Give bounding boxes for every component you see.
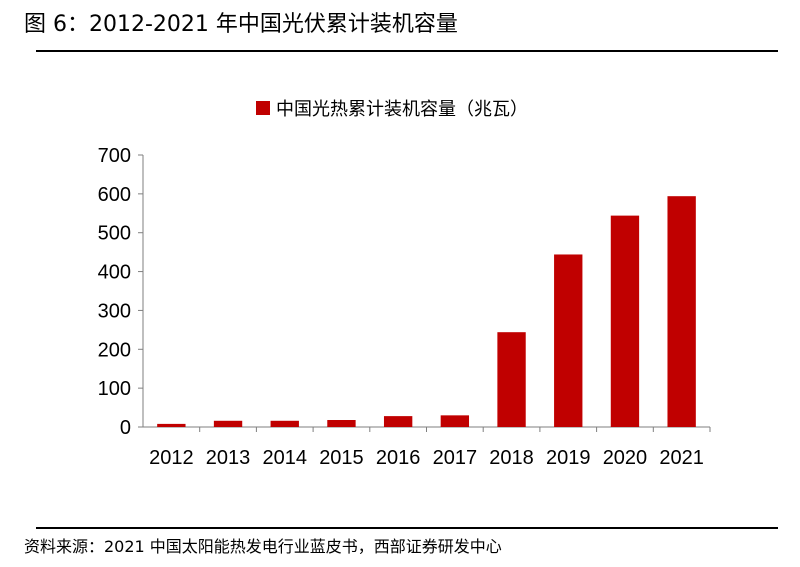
legend: 中国光热累计装机容量（兆瓦） — [256, 99, 528, 120]
bar-2018 — [497, 332, 526, 427]
x-tick-label: 2015 — [319, 447, 364, 469]
x-tick-label: 2020 — [603, 447, 648, 469]
bottom-rule — [36, 527, 778, 529]
bar-2015 — [327, 420, 356, 427]
bar-2014 — [270, 420, 299, 427]
legend-swatch — [256, 101, 270, 115]
y-axis: 0 100 200 300 400 500 600 700 — [98, 145, 144, 439]
x-tick-label: 2016 — [376, 447, 421, 469]
x-tick-label: 2013 — [206, 447, 251, 469]
x-tick-label: 2014 — [263, 447, 308, 469]
bar-2020 — [610, 215, 640, 427]
top-rule — [36, 50, 778, 52]
y-tick-label: 600 — [98, 184, 131, 206]
bar-2013 — [213, 420, 243, 427]
y-tick-label: 0 — [120, 417, 131, 439]
bar-2019 — [554, 254, 583, 427]
bar-2017 — [440, 415, 470, 427]
y-tick-label: 700 — [98, 145, 131, 167]
bar-series — [157, 196, 696, 427]
bar-2021 — [667, 196, 696, 427]
x-axis: 2012 2013 2014 2015 2016 2017 2018 2019 2020 2021 — [143, 426, 711, 469]
y-tick-label: 500 — [98, 223, 131, 245]
x-tick-label: 2012 — [149, 447, 194, 469]
legend-label: 中国光热累计装机容量（兆瓦） — [276, 99, 528, 120]
x-tick-label: 2021 — [659, 447, 704, 469]
y-tick-label: 300 — [98, 300, 131, 322]
x-tick-label: 2019 — [546, 447, 591, 469]
figure-title: 图 6：2012-2021 年中国光伏累计装机容量 — [24, 12, 458, 37]
source-note: 资料来源：2021 中国太阳能热发电行业蓝皮书，西部证券研发中心 — [24, 537, 502, 556]
y-tick-label: 100 — [98, 378, 131, 400]
y-tick-label: 200 — [98, 339, 131, 361]
y-tick-label: 400 — [98, 262, 131, 284]
x-tick-label: 2018 — [489, 447, 534, 469]
bar-2016 — [383, 416, 413, 427]
x-tick-label: 2017 — [433, 447, 478, 469]
bar-2012 — [157, 423, 186, 427]
